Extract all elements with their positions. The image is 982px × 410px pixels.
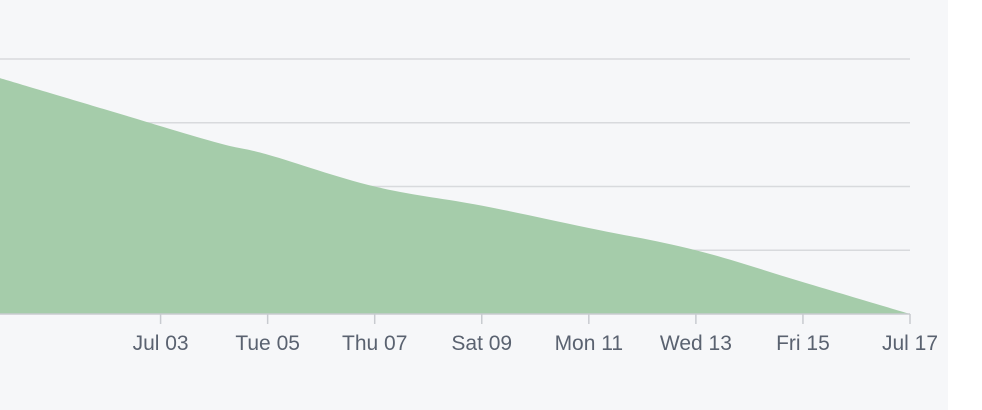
- area-series: [0, 78, 910, 314]
- x-tick-label: Sat 09: [451, 332, 512, 355]
- chart-panel: Jul 03 Tue 05 Thu 07 Sat 09 Mon 11 Wed 13 Fri …: [0, 58, 939, 355]
- area-fill: [0, 78, 910, 314]
- x-tick-label: Jul 03: [133, 332, 189, 355]
- x-tick-label: Tue 05: [235, 332, 300, 355]
- x-tick-label: Fri 15: [776, 332, 830, 355]
- x-tick-label: Mon 11: [555, 332, 624, 355]
- x-tick-label: Jul 17: [882, 332, 938, 355]
- x-axis: Jul 03 Tue 05 Thu 07 Sat 09 Mon 11 Wed 13 Fri …: [0, 313, 938, 355]
- x-tick-label: Thu 07: [342, 332, 407, 355]
- x-tick-label: Wed 13: [660, 332, 732, 355]
